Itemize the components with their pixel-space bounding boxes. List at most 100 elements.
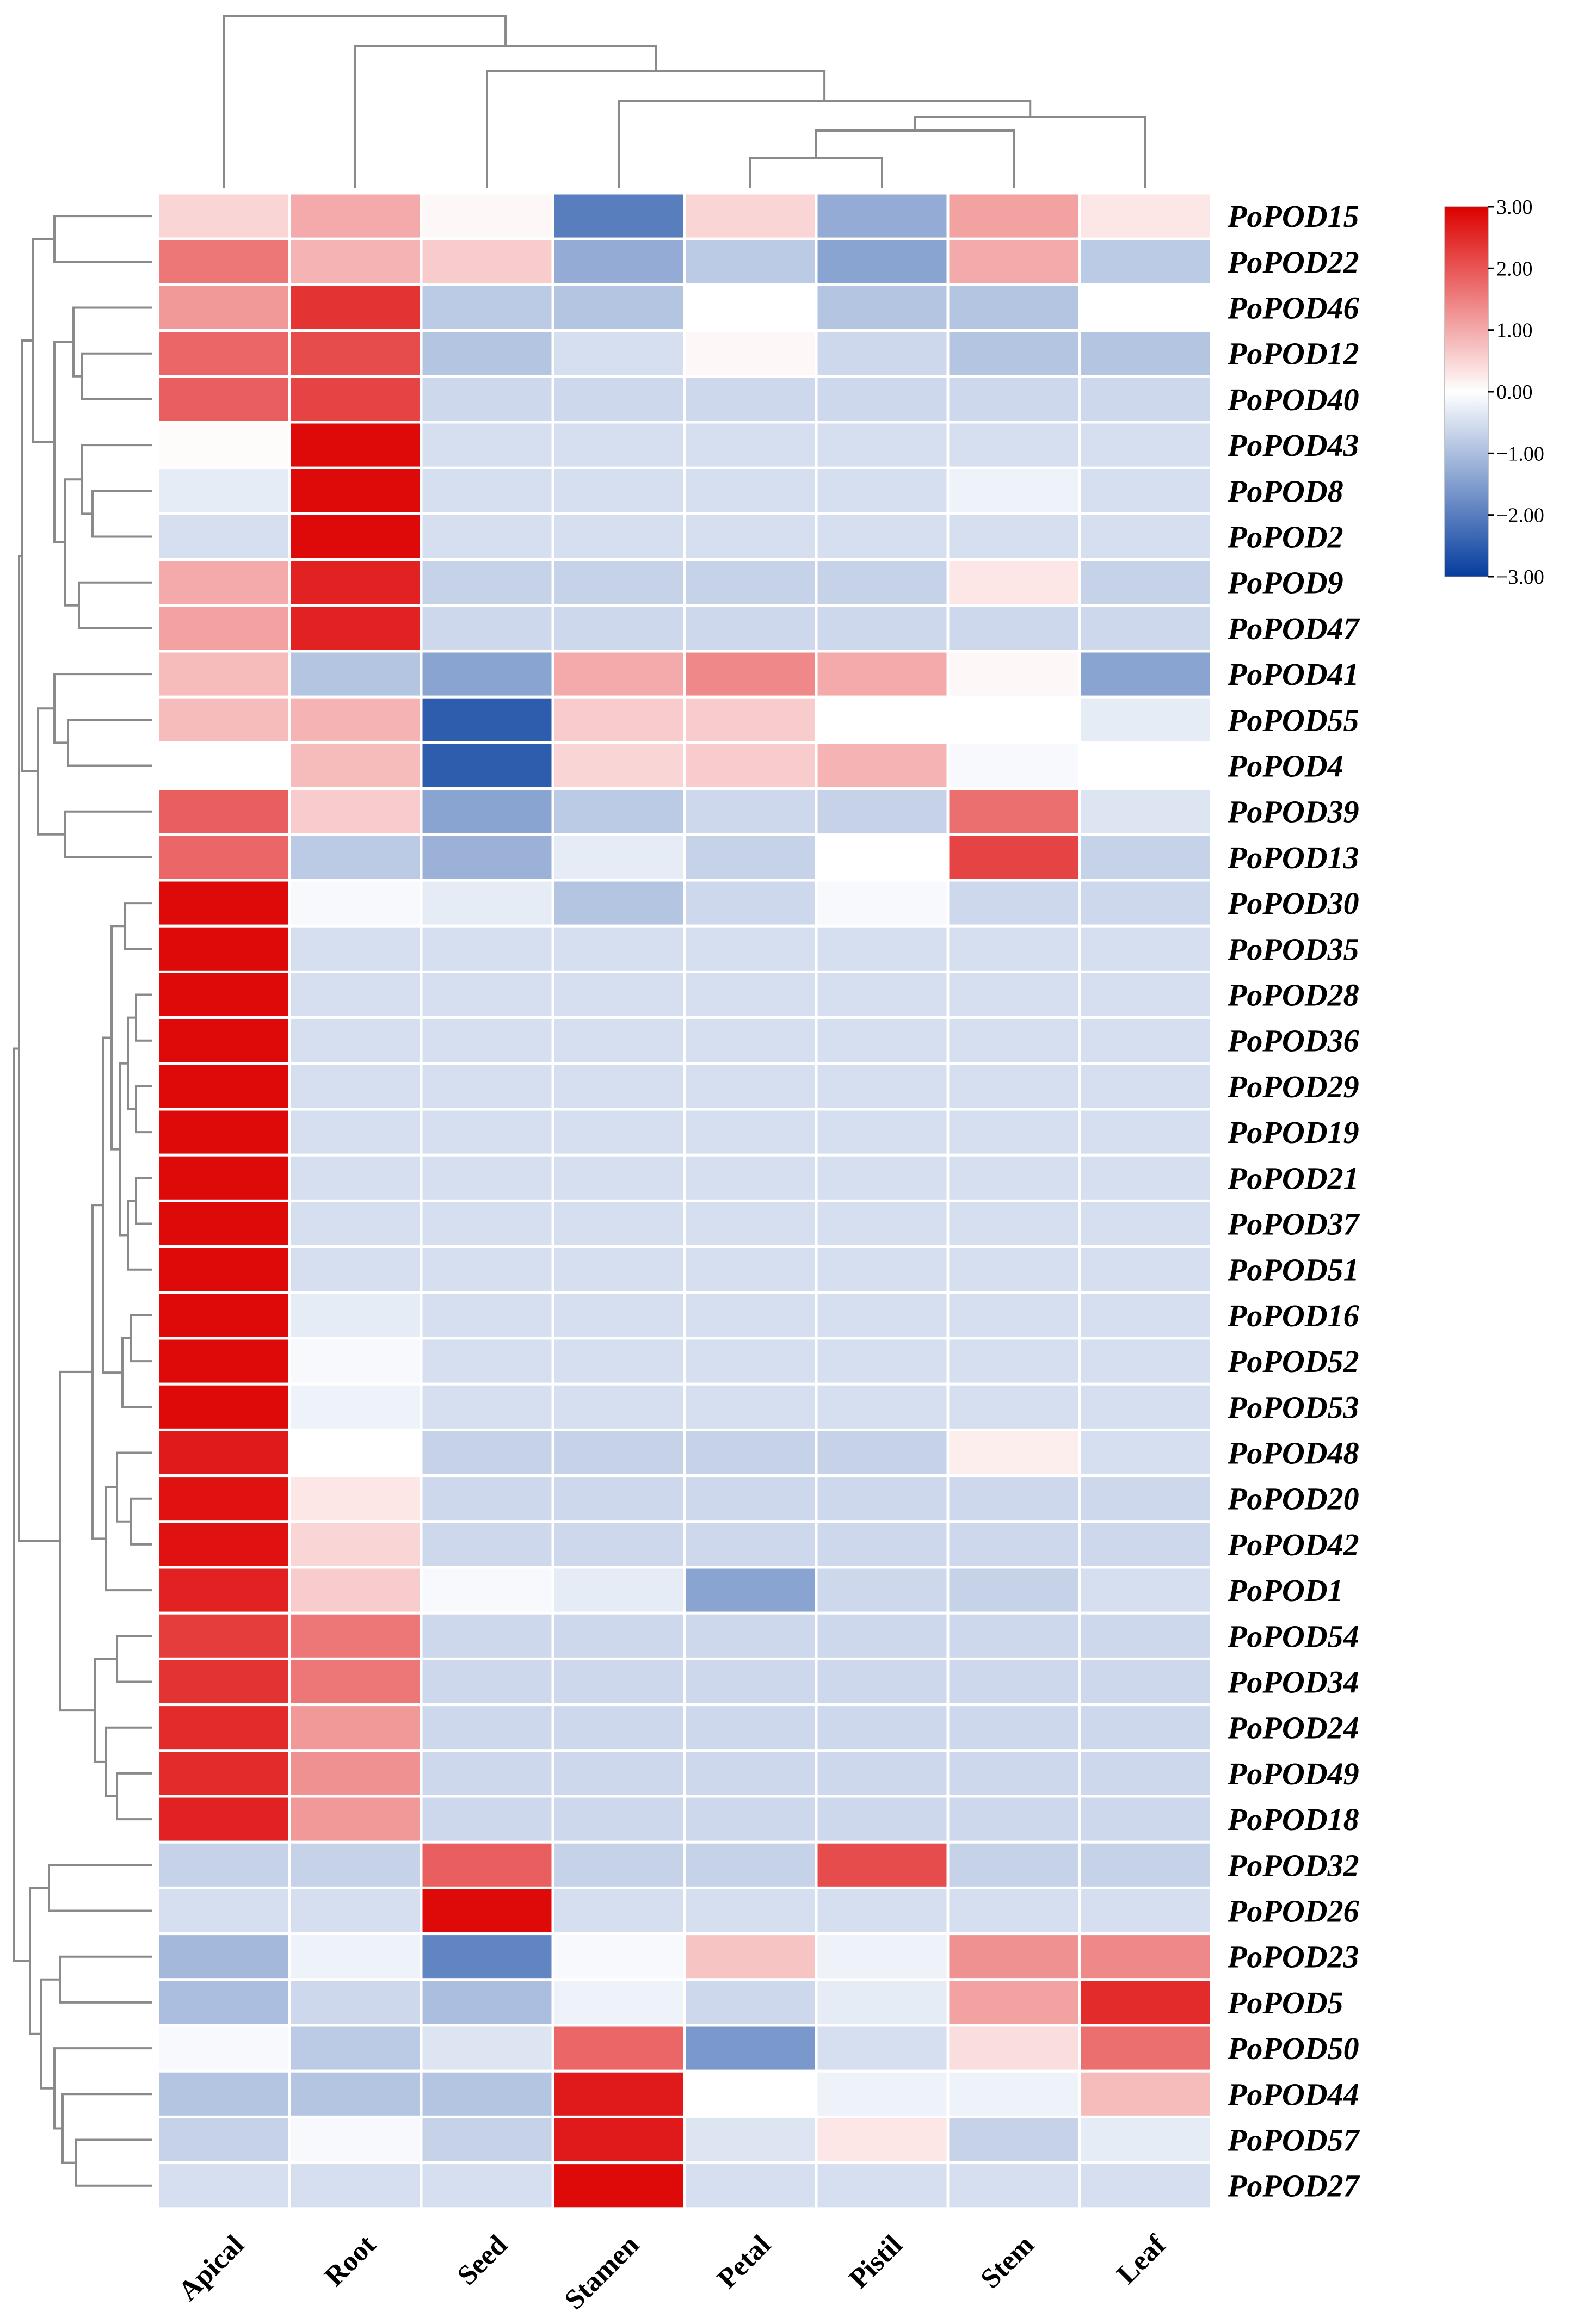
heatmap-cell bbox=[288, 833, 423, 882]
heatmap-cell bbox=[946, 1108, 1081, 1157]
heatmap-cell bbox=[683, 1199, 818, 1248]
heatmap-cell bbox=[1078, 1840, 1213, 1889]
heatmap-cell bbox=[288, 924, 423, 973]
heatmap-cell bbox=[420, 1840, 554, 1889]
heatmap-cell bbox=[551, 1245, 686, 1294]
row-label: PoPOD2 bbox=[1227, 520, 1343, 555]
heatmap-cell bbox=[420, 1153, 554, 1202]
row-label: PoPOD1 bbox=[1227, 1573, 1343, 1608]
heatmap-cell bbox=[1078, 1566, 1213, 1615]
heatmap-cell bbox=[420, 1932, 554, 1981]
heatmap-cell bbox=[946, 283, 1081, 332]
dendrogram-link bbox=[223, 15, 507, 188]
row-label: PoPOD30 bbox=[1227, 886, 1359, 921]
heatmap-cell bbox=[683, 1153, 818, 1202]
heatmap-cell bbox=[1078, 466, 1213, 515]
heatmap-cell bbox=[683, 237, 818, 286]
heatmap-cell bbox=[156, 1382, 291, 1431]
heatmap-cell bbox=[551, 421, 686, 469]
heatmap-cell bbox=[551, 1978, 686, 2027]
heatmap-cell bbox=[156, 1108, 291, 1157]
heatmap-cell bbox=[683, 512, 818, 561]
heatmap-cell bbox=[420, 1566, 554, 1615]
heatmap-cell bbox=[946, 1932, 1081, 1981]
heatmap-cell bbox=[288, 375, 423, 424]
heatmap-cell bbox=[815, 375, 950, 424]
heatmap-cell bbox=[815, 1840, 950, 1889]
heatmap-cell bbox=[815, 1016, 950, 1065]
dendrogram-link bbox=[116, 1635, 152, 1683]
heatmap-cell bbox=[288, 1337, 423, 1386]
heatmap-cell bbox=[551, 1108, 686, 1157]
heatmap-cell bbox=[420, 1337, 554, 1386]
heatmap-cell bbox=[551, 558, 686, 607]
heatmap-cell bbox=[946, 1382, 1081, 1431]
heatmap-cell bbox=[815, 1932, 950, 1981]
heatmap-cell bbox=[420, 1245, 554, 1294]
heatmap-cell bbox=[551, 741, 686, 790]
heatmap-cell bbox=[420, 1062, 554, 1111]
heatmap-cell bbox=[1078, 1703, 1213, 1752]
heatmap-cell bbox=[946, 741, 1081, 790]
heatmap-cell bbox=[815, 1245, 950, 1294]
heatmap-cell bbox=[946, 421, 1081, 469]
heatmap-cell bbox=[1078, 1932, 1213, 1981]
heatmap-cell bbox=[1078, 1199, 1213, 1248]
heatmap-cell bbox=[1078, 2069, 1213, 2118]
heatmap-cell bbox=[683, 787, 818, 836]
heatmap-cell bbox=[946, 1749, 1081, 1798]
heatmap-cell bbox=[1078, 558, 1213, 607]
heatmap-cell bbox=[551, 695, 686, 744]
heatmap-cell bbox=[288, 1978, 423, 2027]
row-label: PoPOD20 bbox=[1227, 1481, 1359, 1517]
heatmap-cell bbox=[551, 1795, 686, 1844]
heatmap-cell bbox=[946, 1153, 1081, 1202]
heatmap-cell bbox=[156, 1795, 291, 1844]
heatmap-cell bbox=[288, 191, 423, 240]
heatmap-cell bbox=[420, 1795, 554, 1844]
column-label: Stamen bbox=[559, 2229, 645, 2316]
heatmap-cell bbox=[288, 2024, 423, 2073]
heatmap-cell bbox=[683, 2115, 818, 2165]
heatmap-cell bbox=[1078, 1474, 1213, 1523]
heatmap-cell bbox=[420, 237, 554, 286]
heatmap-cell bbox=[946, 1062, 1081, 1111]
heatmap-cell bbox=[1078, 695, 1213, 744]
heatmap-cell bbox=[420, 1749, 554, 1798]
colorbar-tick-label: 1.00 bbox=[1496, 319, 1533, 342]
dendrogram-link bbox=[105, 1726, 152, 1797]
heatmap-cell bbox=[815, 1749, 950, 1798]
heatmap-cell bbox=[815, 833, 950, 882]
heatmap-cell bbox=[683, 695, 818, 744]
row-label: PoPOD13 bbox=[1227, 840, 1359, 875]
dendrogram-link bbox=[127, 1200, 152, 1271]
heatmap-cell bbox=[288, 1566, 423, 1615]
heatmap-cell bbox=[288, 604, 423, 653]
dendrogram-link bbox=[59, 1955, 152, 2004]
heatmap-cell bbox=[683, 1291, 818, 1340]
heatmap-cell bbox=[683, 2161, 818, 2210]
heatmap-cell bbox=[156, 1428, 291, 1478]
heatmap-cell bbox=[551, 879, 686, 928]
dendrogram-link bbox=[91, 490, 152, 538]
heatmap-cell bbox=[420, 421, 554, 469]
heatmap-cell bbox=[946, 2115, 1081, 2165]
heatmap-cell bbox=[683, 924, 818, 973]
colorbar-tick-label: 3.00 bbox=[1496, 196, 1533, 219]
heatmap-cell bbox=[156, 191, 291, 240]
dendrogram-link bbox=[81, 352, 152, 400]
row-label: PoPOD15 bbox=[1227, 199, 1359, 234]
heatmap-cell bbox=[156, 650, 291, 699]
heatmap-cell bbox=[288, 512, 423, 561]
heatmap-cell bbox=[288, 1795, 423, 1844]
heatmap-cell bbox=[946, 1474, 1081, 1523]
row-label: PoPOD47 bbox=[1227, 611, 1360, 646]
row-label: PoPOD28 bbox=[1227, 978, 1359, 1013]
heatmap-cell bbox=[551, 375, 686, 424]
dendrogram-link bbox=[135, 1177, 152, 1225]
dendrogram-link bbox=[130, 1314, 152, 1363]
heatmap-cell bbox=[946, 1291, 1081, 1340]
heatmap-cell bbox=[1078, 1153, 1213, 1202]
heatmap-cell bbox=[551, 1291, 686, 1340]
